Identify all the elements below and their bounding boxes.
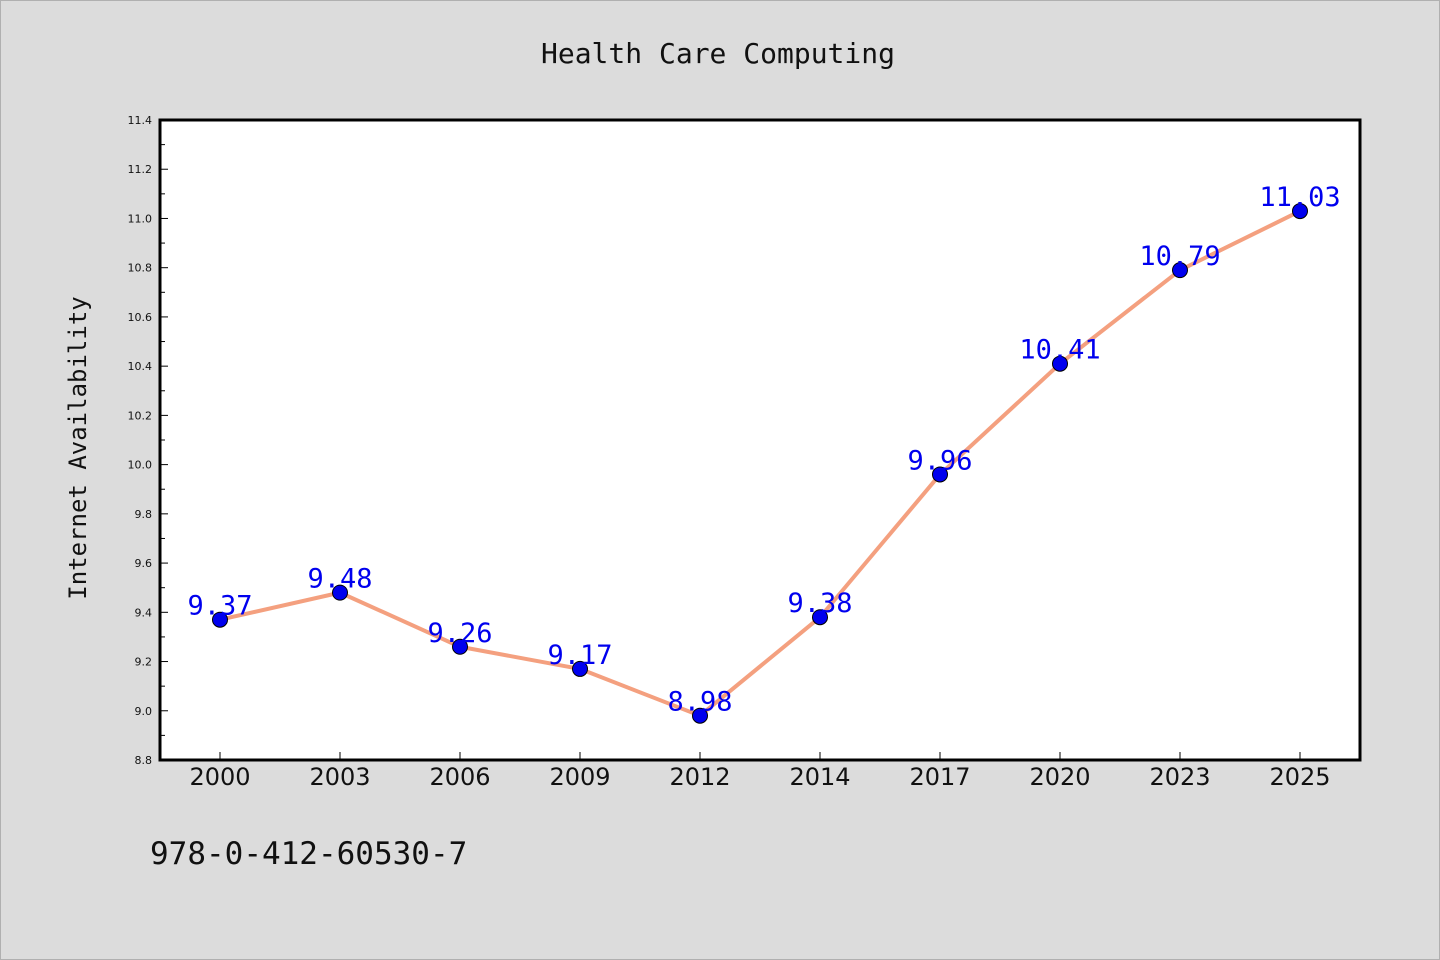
y-tick-label: 11.2 (128, 163, 153, 176)
y-tick-label: 11.4 (128, 114, 153, 127)
x-tick-label: 2003 (309, 763, 370, 791)
data-point (812, 609, 828, 626)
data-point (932, 466, 948, 483)
y-tick-label: 10.0 (128, 459, 153, 472)
plot-area (158, 118, 1362, 762)
data-label: 11.03 (1259, 182, 1340, 213)
x-axis: 2000 2003 2006 2009 2012 2014 2017 2020 2023 2025 (189, 752, 1331, 791)
y-tick-label: 9.2 (135, 656, 153, 669)
y-tick-label: 9.8 (135, 508, 153, 521)
data-label: 10.41 (1019, 335, 1100, 366)
data-point (692, 707, 708, 724)
data-label: 9.17 (547, 640, 612, 671)
data-label: 8.98 (667, 687, 732, 718)
y-tick-label: 9.6 (135, 557, 153, 570)
data-label: 9.37 (187, 591, 252, 622)
data-point (1052, 355, 1068, 372)
data-point (572, 660, 588, 677)
data-label: 10.79 (1139, 241, 1220, 272)
data-label: 9.38 (787, 588, 852, 619)
isbn-text: 978-0-412-60530-7 (150, 836, 467, 872)
x-tick-label: 2009 (549, 763, 610, 791)
data-label: 9.26 (427, 618, 492, 649)
y-tick-label: 10.6 (128, 311, 153, 324)
x-tick-label: 2020 (1029, 763, 1090, 791)
y-tick-label: 9.0 (135, 705, 153, 718)
series-line (218, 209, 1302, 718)
y-tick-label: 8.8 (135, 754, 153, 767)
y-tick-label: 9.4 (135, 606, 153, 619)
x-tick-label: 2000 (189, 763, 250, 791)
y-axis: 8.8 9.0 9.2 9.4 9.6 9.8 10.0 10.2 10.4 10.6 10.8 11… (128, 114, 168, 767)
x-tick-label: 2017 (909, 763, 970, 791)
x-tick-label: 2014 (789, 763, 850, 791)
data-point (1292, 203, 1308, 220)
data-point (452, 638, 468, 655)
data-point (1172, 262, 1188, 279)
y-axis-label: Internet Availability (64, 296, 92, 599)
y-tick-label: 10.2 (128, 409, 153, 422)
x-tick-label: 2012 (669, 763, 730, 791)
data-point (332, 584, 348, 601)
series-layer (212, 203, 1308, 724)
x-tick-label: 2006 (429, 763, 490, 791)
data-point (212, 611, 228, 628)
y-tick-label: 10.4 (128, 360, 153, 373)
data-label: 9.48 (307, 564, 372, 595)
data-label: 9.96 (907, 445, 972, 476)
chart-title: Health Care Computing (541, 37, 895, 70)
data-label-layer: 9.37 9.48 9.26 9.17 8.98 9.38 9.96 10.41 10.79 11… (187, 182, 1340, 718)
y-tick-label: 11.0 (128, 212, 153, 225)
y-tick-label: 10.8 (128, 262, 153, 275)
x-tick-label: 2025 (1269, 763, 1330, 791)
x-tick-label: 2023 (1149, 763, 1210, 791)
